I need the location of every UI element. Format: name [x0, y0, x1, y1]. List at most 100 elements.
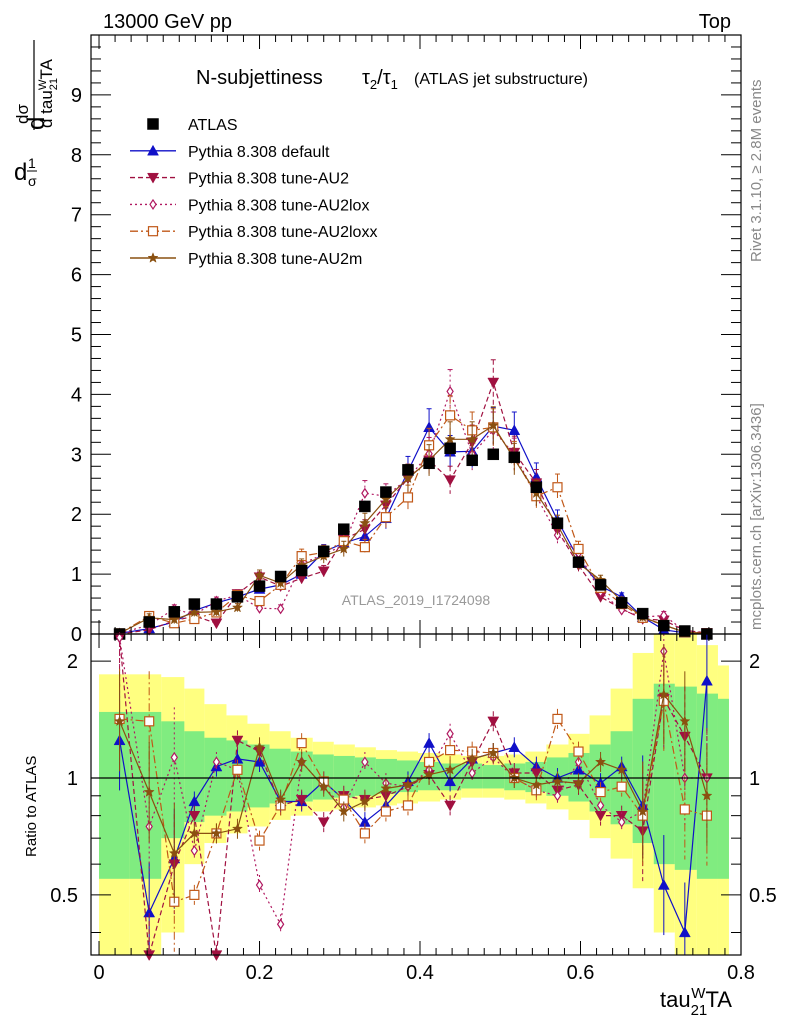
- ratio-4-point-21: [572, 777, 585, 788]
- series-5-point-6: [253, 569, 266, 581]
- series-4-point-6: [254, 595, 265, 607]
- ratio-0-point-15: [444, 775, 457, 787]
- ratio-3-point-12: [380, 806, 392, 817]
- ratio-2-point-2: [170, 751, 179, 764]
- series-3-point-15: [446, 385, 454, 397]
- legend-marker-3: [149, 198, 157, 210]
- legend-entry-5: Pythia 8.308 tune-AU2m: [130, 251, 362, 268]
- series-3-point-7: [276, 603, 285, 615]
- atlas-point-20: [551, 517, 564, 529]
- legend-marker-1: [147, 144, 159, 156]
- ratio-2-point-3: [190, 845, 199, 857]
- ratio-3-point-22: [595, 786, 606, 798]
- series-3-point-20: [553, 529, 562, 541]
- series-2-point-4: [210, 618, 223, 630]
- series-5-point-5: [231, 601, 244, 613]
- ratio-3-point-11: [359, 828, 370, 839]
- ratio-2-point-6: [255, 879, 264, 891]
- ratio-3-point-21: [573, 746, 584, 757]
- ratio-4-point-3: [188, 827, 200, 839]
- atlas-point-2: [168, 606, 181, 618]
- atlas-point-24: [636, 607, 649, 620]
- ratio-3-point-20: [552, 713, 563, 725]
- chart-title-tau: τ2/τ1: [362, 67, 398, 92]
- ratio-4-point-11: [359, 795, 371, 807]
- axis-ticks: 0 0.2 0.4 0.6 0.8 0 1 2 3 4 5 6 7 8 9 0.5 0.5 1 1 2 2: [50, 35, 777, 984]
- x-tick-label-0: 0: [93, 962, 104, 984]
- legend-label-4: Pythia 8.308 tune-AU2loxx: [188, 224, 377, 241]
- ratio-4-point-14: [423, 768, 435, 780]
- ratio-4-point-9: [318, 780, 330, 792]
- series-line-2: [119, 380, 707, 635]
- ratio-3-point-13: [402, 800, 414, 811]
- ratio-1-point-23: [615, 810, 628, 822]
- ratio-0-point-18: [508, 741, 521, 752]
- x-tick-label-1: 0.2: [246, 962, 274, 984]
- ratio-0-point-27: [700, 674, 713, 686]
- series-4-point-11: [359, 542, 370, 553]
- atlas-point-17: [487, 448, 500, 461]
- atlas-point-26: [679, 625, 691, 637]
- ratio-3-point-6: [254, 835, 265, 846]
- ratio-3-point-1: [144, 716, 155, 727]
- ratio-band-inner-2: [161, 721, 185, 839]
- series-5-point-13: [402, 472, 414, 484]
- ratio-4-point-25: [658, 688, 670, 700]
- ratio-4-point-5: [231, 822, 244, 834]
- series-5-point-3: [188, 606, 200, 618]
- series-4-point-13: [402, 492, 414, 503]
- ratio-line-4: [119, 693, 708, 855]
- series-line-4: [119, 414, 707, 634]
- legend-label-3: Pythia 8.308 tune-AU2lox: [188, 197, 369, 214]
- ratio-1-point-17: [487, 716, 500, 728]
- ratio-4-point-20: [551, 775, 564, 787]
- y-tick-label-7: 7: [71, 205, 82, 227]
- energy-label: 13000 GeV pp: [103, 11, 232, 33]
- ratio-band-inner-8: [290, 751, 313, 802]
- ratio-tick-label-right-0: 0.5: [749, 885, 777, 907]
- rivet-label: Rivet 3.1.10, ≥ 2.8M events: [748, 80, 765, 263]
- ratio-3-point-8: [296, 738, 307, 749]
- ratio-1-point-8: [295, 794, 308, 806]
- svg-text:dσ: dσ: [13, 104, 32, 124]
- ratio-4-point-24: [637, 805, 649, 817]
- series-line-1: [119, 425, 707, 635]
- series-5-point-15: [444, 433, 456, 445]
- ratio-3-point-26: [679, 804, 690, 815]
- x-tick-label-3: 0.6: [567, 962, 595, 984]
- y-tick-label-2: 2: [71, 504, 82, 526]
- ratio-band-inner-12: [375, 758, 397, 794]
- chart-title-sub: (ATLAS jet substructure): [414, 71, 588, 88]
- y-tick-label-6: 6: [71, 265, 82, 287]
- legend-entry-0: ATLAS: [147, 117, 238, 134]
- ratio-2-point-0: [115, 632, 124, 644]
- svg-text:1: 1: [28, 155, 36, 171]
- ratio-band-inner-1: [129, 711, 162, 879]
- ratio-3-point-15: [445, 745, 456, 756]
- ratio-2-point-20: [553, 790, 562, 802]
- series-4-point-21: [573, 543, 584, 555]
- ratio-4-point-27: [701, 789, 713, 801]
- legend-marker-2: [147, 172, 159, 184]
- ratio-4-point-23: [616, 763, 628, 775]
- ratio-4-point-2: [168, 847, 180, 859]
- legend-marker-atlas: [147, 118, 159, 130]
- svg-text:d: d: [14, 159, 27, 186]
- atlas-point-15: [444, 442, 456, 455]
- ratio-1-point-3: [188, 810, 201, 822]
- atlas-point-16: [466, 454, 478, 467]
- chart-title-main: N-subjettiness: [196, 67, 323, 89]
- series-5-point-11: [359, 517, 371, 528]
- ratio-tick-label-right-2: 2: [749, 651, 760, 673]
- atlas-point-14: [423, 457, 435, 470]
- atlas-point-11: [359, 500, 371, 513]
- atlas-point-9: [317, 545, 330, 558]
- ratio-0-point-26: [678, 926, 691, 938]
- ratio-band-inner-28: [717, 698, 729, 879]
- series-4-point-15: [445, 410, 456, 421]
- atlas-point-1: [143, 616, 155, 628]
- ratio-band-inner-27: [696, 693, 718, 879]
- atlas-point-5: [231, 591, 244, 603]
- ratio-y-label: Ratio to ATLAS: [23, 756, 40, 857]
- svg-text:d tau21WTA: d tau21WTA: [37, 58, 60, 128]
